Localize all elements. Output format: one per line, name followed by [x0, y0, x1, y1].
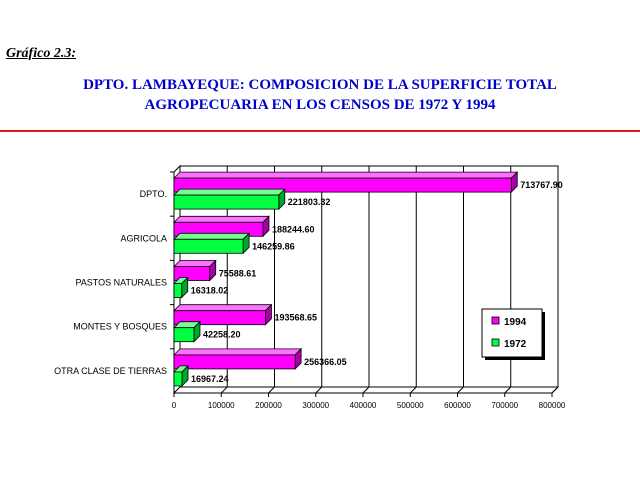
x-tick-label: 700000: [491, 401, 518, 410]
floor-gridline: [457, 386, 464, 394]
bar-1994: [173, 354, 296, 370]
floor-gridline: [504, 386, 512, 394]
chart-title-line-2: AGROPECUARIA EN LOS CENSOS DE 1972 Y 199…: [144, 97, 496, 113]
floor-gridline: [362, 386, 370, 394]
x-tick-label: 0: [172, 401, 177, 410]
legend-label-1972: 1972: [504, 339, 527, 350]
x-tick-label: 600000: [444, 401, 471, 410]
floor-gridline: [315, 386, 323, 394]
x-tick-label: 500000: [397, 401, 424, 410]
bar-1972: [173, 283, 183, 298]
category-label: DPTO.: [140, 189, 167, 199]
bar-top-1972: [173, 188, 286, 196]
category-label: OTRA CLASE DE TIERRAS: [54, 366, 167, 376]
bar-1972: [173, 327, 195, 343]
x-tick-label: 300000: [302, 401, 329, 410]
floor-gridline: [268, 386, 275, 394]
chart-title-line-1: DPTO. LAMBAYEQUE: COMPOSICION DE LA SUPE…: [83, 77, 557, 93]
data-label: 75588.61: [219, 269, 257, 279]
bar-1972: [173, 194, 280, 210]
legend-label-1994: 1994: [504, 317, 527, 328]
bar-1994: [173, 177, 512, 193]
data-label: 42258.20: [203, 330, 241, 340]
bar-top-1972: [173, 232, 251, 240]
figure-label: Gráfico 2.3:: [6, 46, 76, 61]
x-tick-label: 100000: [208, 401, 235, 410]
data-label: 193568.65: [274, 313, 317, 323]
legend-swatch-1972: [491, 338, 500, 347]
floor-gridline: [551, 386, 559, 394]
title-divider: [0, 130, 640, 132]
x-tick-label: 400000: [350, 401, 377, 410]
bar-top-1994: [173, 171, 519, 179]
bar-top-1994: [173, 260, 217, 267]
category-label: MONTES Y BOSQUES: [73, 322, 167, 332]
floor-gridline: [409, 386, 417, 394]
bar-1994: [173, 310, 266, 326]
data-label: 221803.32: [288, 197, 331, 207]
bar-top-1994: [173, 304, 273, 312]
bar-top-1994: [173, 348, 303, 356]
data-label: 16318.02: [191, 286, 229, 296]
data-label: 16967.24: [191, 374, 229, 384]
legend-swatch-1994: [491, 316, 500, 325]
x-tick-label: 200000: [255, 401, 282, 410]
category-label: PASTOS NATURALES: [75, 278, 167, 288]
bar-1972: [173, 371, 183, 387]
bar-1972: [173, 238, 244, 254]
bar-1994: [173, 266, 211, 281]
x-tick-label: 800000: [539, 401, 566, 410]
data-label: 188244.60: [272, 224, 315, 234]
data-label: 256366.05: [304, 357, 347, 367]
category-label: AGRICOLA: [120, 233, 167, 243]
data-label: 146259.86: [252, 241, 295, 251]
floor-gridline: [220, 386, 228, 394]
data-label: 713767.90: [520, 180, 563, 190]
bar-top-1994: [173, 215, 270, 223]
